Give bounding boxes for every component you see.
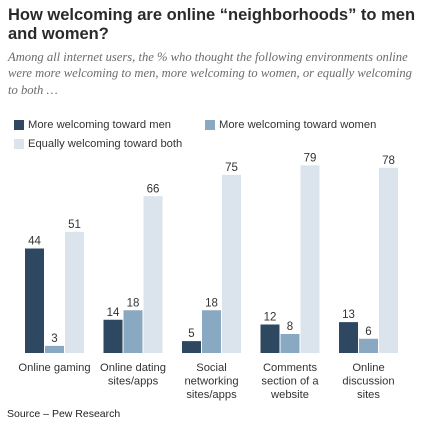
category-label-3-1: section of a: [261, 376, 319, 388]
data-label-men-1: 14: [107, 307, 120, 319]
bar-both-4: [379, 167, 398, 353]
bar-men-0: [25, 248, 44, 353]
data-label-men-3: 12: [264, 312, 277, 324]
data-label-both-3: 79: [304, 152, 317, 164]
bar-men-2: [182, 341, 201, 353]
bar-men-4: [339, 322, 358, 353]
data-label-women-0: 3: [51, 333, 57, 345]
bar-both-3: [300, 165, 320, 353]
data-label-both-2: 75: [225, 162, 238, 174]
bar-women-4: [359, 338, 378, 353]
legend-label-men: More welcoming toward men: [28, 119, 172, 131]
data-label-both-0: 51: [68, 219, 81, 231]
bar-both-1: [143, 196, 163, 353]
data-label-women-4: 6: [365, 326, 371, 338]
category-label-2-1: networking: [184, 376, 238, 388]
category-label-2-0: Social: [196, 362, 226, 374]
bar-both-2: [222, 174, 241, 353]
data-label-women-3: 8: [287, 321, 293, 333]
data-label-women-1: 18: [127, 297, 140, 309]
bar-women-1: [123, 310, 143, 353]
data-label-men-4: 13: [342, 309, 355, 321]
legend-swatch-men: [14, 120, 24, 130]
bar-women-2: [202, 310, 221, 353]
bar-men-3: [260, 324, 280, 353]
legend-label-both: Equally welcoming toward both: [28, 138, 183, 150]
bar-men-1: [103, 319, 123, 353]
source-note: Source – Pew Research: [7, 408, 121, 420]
data-label-both-1: 66: [147, 183, 160, 195]
chart-title: How welcoming are online “neighborhoods”…: [8, 6, 416, 43]
data-label-both-4: 78: [382, 155, 395, 167]
legend-swatch-both: [14, 139, 24, 149]
category-label-4-2: sites: [357, 389, 380, 401]
data-label-men-2: 5: [188, 328, 194, 340]
category-label-4-1: discussion: [342, 376, 394, 388]
data-label-women-2: 18: [205, 297, 218, 309]
category-label-0-0: Online gaming: [18, 362, 90, 374]
category-label-4-0: Online: [352, 362, 384, 374]
category-label-2-2: sites/apps: [186, 389, 237, 401]
bar-chart: 44 3 51 Online gaming 14 18 66 Online dating sit…: [18, 152, 398, 401]
category-label-3-0: Comments: [263, 362, 317, 374]
bar-both-0: [65, 231, 84, 353]
bar-women-0: [45, 345, 64, 353]
data-label-men-0: 44: [28, 236, 41, 248]
category-label-1-0: Online dating: [100, 362, 166, 374]
bar-women-3: [280, 334, 300, 353]
legend-swatch-women: [205, 120, 215, 130]
category-label-1-1: sites/apps: [108, 376, 159, 388]
legend-label-women: More welcoming toward women: [219, 119, 377, 131]
category-label-3-2: website: [270, 389, 309, 401]
chart-subtitle: Among all internet users, the % who thou…: [8, 50, 412, 97]
